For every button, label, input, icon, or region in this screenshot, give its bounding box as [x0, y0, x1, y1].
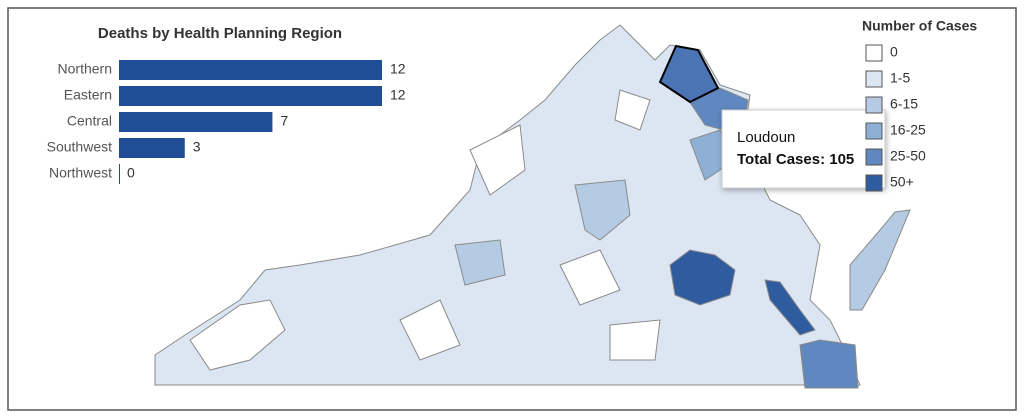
legend-title: Number of Cases [862, 18, 977, 34]
legend-label: 25-50 [890, 148, 926, 164]
bar [119, 86, 382, 106]
tooltip: Loudoun Total Cases: 105 [721, 109, 886, 189]
y-tick-label: Northern [58, 61, 112, 77]
y-tick-label: Eastern [64, 87, 112, 103]
legend-label: 50+ [890, 174, 914, 190]
legend-label: 1-5 [890, 70, 910, 86]
chart-title: Deaths by Health Planning Region [98, 25, 342, 42]
legend-swatch [865, 148, 883, 166]
legend-swatch [865, 70, 883, 88]
county [469, 124, 526, 196]
legend-swatch [865, 96, 883, 114]
county [454, 239, 506, 286]
county-highlight[interactable] [658, 44, 720, 104]
y-tick-label: Southwest [47, 139, 112, 155]
county [559, 249, 621, 306]
county [764, 279, 816, 336]
county [574, 179, 631, 241]
y-tick-label: Northwest [49, 165, 112, 181]
bar [119, 164, 120, 184]
county [189, 299, 286, 371]
bar [119, 138, 185, 158]
legend-swatch [865, 44, 883, 62]
value-label: 12 [390, 61, 406, 77]
legend-label: 16-25 [890, 122, 926, 138]
value-label: 0 [127, 165, 135, 181]
bar [119, 112, 273, 132]
value-label: 12 [390, 87, 406, 103]
map [154, 24, 911, 389]
legend-label: 6-15 [890, 96, 918, 112]
tooltip-box [721, 109, 886, 189]
county [849, 209, 911, 311]
y-tick-label: Central [67, 113, 112, 129]
value-label: 3 [193, 139, 201, 155]
county [609, 319, 661, 361]
value-label: 7 [280, 113, 288, 129]
county [614, 89, 651, 131]
legend-swatch [865, 174, 883, 192]
legend-swatch [865, 122, 883, 140]
tooltip-text: Total Cases: 105 [737, 151, 854, 168]
tooltip-title: Loudoun [737, 129, 795, 146]
bar [119, 60, 382, 80]
county [669, 249, 736, 306]
county [399, 299, 461, 361]
county [799, 339, 859, 389]
legend-label: 0 [890, 44, 898, 60]
